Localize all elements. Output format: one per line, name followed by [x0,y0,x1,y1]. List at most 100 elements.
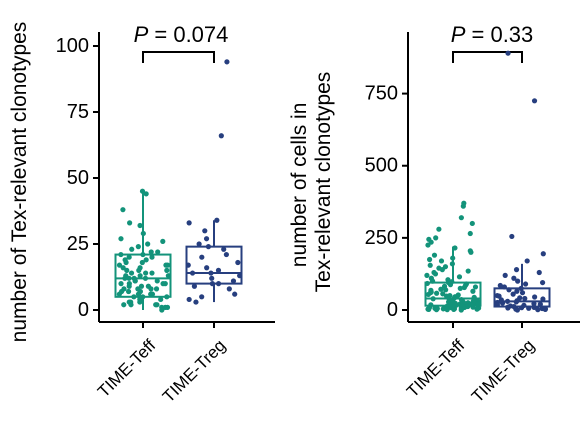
box-iqr [493,287,551,308]
data-point [515,278,521,284]
data-point [496,293,502,299]
data-point [436,226,442,232]
y-tick-label: 25 [67,233,89,255]
data-point [135,244,141,250]
data-point [443,287,449,293]
data-point [522,295,528,302]
data-point [540,251,546,257]
data-point [155,249,161,255]
data-point [427,262,433,268]
data-point [123,259,129,266]
data-point [519,290,526,296]
series-time-teff [424,200,482,313]
data-point [461,284,467,291]
series-layer [114,59,243,313]
data-point [126,283,132,289]
data-point [440,291,446,297]
p-symbol: P [134,22,149,47]
data-point [536,269,542,276]
data-point [160,238,166,244]
data-point [148,286,154,292]
data-point [148,291,154,297]
data-point [129,246,135,252]
data-point [542,306,548,313]
x-tick-label-treg: TIME-Treg [159,336,229,406]
box-iqr [114,253,172,298]
data-point [202,228,208,234]
data-point [154,302,160,308]
data-point [433,235,439,241]
data-point [433,307,440,313]
y-axis-label-line-2: Tex-relevant clonotypes [312,72,335,293]
data-point [160,281,166,287]
data-point [191,283,198,289]
data-point [532,294,538,300]
data-point [128,302,134,308]
significance-bracket [142,51,215,63]
data-point [132,278,138,284]
data-point [456,274,463,280]
data-point [505,50,511,56]
data-point [153,286,160,292]
data-point [531,98,538,104]
y-axis-ticks: 0 250 500 750 [365,83,408,321]
data-point [148,249,154,255]
data-point [186,296,192,303]
data-point [159,307,165,313]
data-point [136,267,142,273]
data-point [143,270,149,276]
data-point [203,236,210,242]
data-point [120,207,126,213]
chart-panel-cells: number of cells in Tex-relevant clonotyp… [288,22,580,406]
data-point [465,268,471,274]
data-point [143,191,149,197]
data-point [434,290,440,296]
data-point [460,203,466,209]
x-axis-ticks [452,322,523,328]
data-point [458,307,464,313]
data-point [467,230,473,237]
x-tick-label-treg: TIME-Treg [468,336,538,406]
p-value-text: = 0.33 [465,22,533,47]
data-point [186,220,192,226]
data-point [232,291,238,297]
data-point [522,281,529,287]
y-axis-label: number of Tex-relevant clonotypes [8,22,31,343]
data-point [137,273,143,279]
y-tick-label: 0 [387,299,398,321]
data-point [137,299,143,305]
x-axis-ticks [142,322,215,328]
data-point [149,270,155,276]
data-point [226,286,232,292]
data-point [193,299,199,305]
data-point [468,249,474,255]
y-axis-ticks: 0 25 50 75 100 [56,35,99,321]
y-tick-label: 250 [365,227,398,249]
data-point [472,284,479,290]
data-point [224,59,230,65]
data-point [474,306,480,312]
data-point [502,272,508,278]
data-point [426,256,433,263]
series-layer [424,50,551,313]
data-point [138,283,145,289]
data-point [426,306,432,313]
bracket-line [452,51,523,63]
x-tick-label-teff: TIME-Teff [94,336,160,402]
series-time-treg [185,59,243,305]
data-point [458,215,464,221]
data-point [539,279,546,286]
series-time-treg [493,50,551,313]
data-point [223,251,229,258]
data-point [137,222,143,229]
data-point [444,307,450,313]
data-point [124,267,130,273]
data-point [439,267,445,273]
bracket-line [142,51,215,63]
data-point [470,288,476,294]
data-point [209,275,215,281]
y-axis-label-line-1: number of cells in [288,103,311,268]
data-point [121,302,127,308]
data-point [431,252,438,258]
